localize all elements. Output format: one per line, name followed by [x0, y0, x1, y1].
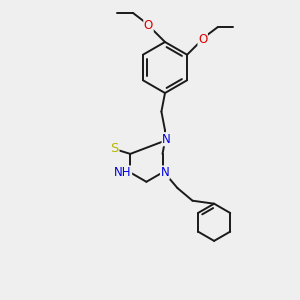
Text: N: N — [160, 166, 169, 179]
Text: O: O — [198, 33, 207, 46]
Text: S: S — [110, 142, 119, 155]
Text: NH: NH — [114, 166, 131, 179]
Text: O: O — [144, 19, 153, 32]
Text: N: N — [162, 133, 171, 146]
